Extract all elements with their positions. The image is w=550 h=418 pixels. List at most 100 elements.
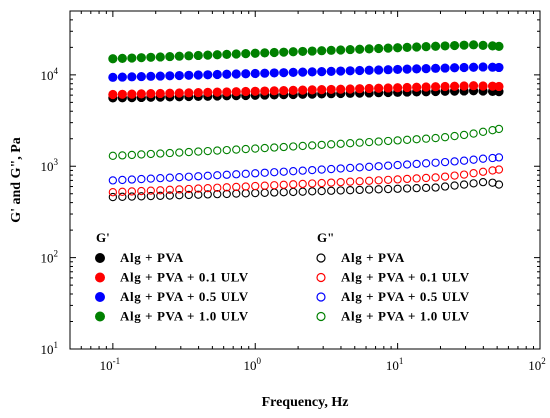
data-point (251, 169, 260, 178)
data-point (431, 133, 440, 143)
data-point (269, 86, 279, 96)
data-point (317, 140, 326, 150)
data-point (412, 42, 422, 52)
data-point (165, 71, 175, 81)
data-point (203, 146, 212, 156)
data-point (336, 45, 346, 55)
data-point (326, 84, 336, 95)
data-point (260, 86, 270, 96)
data-point (156, 149, 165, 158)
data-point (289, 142, 298, 151)
data-point (469, 129, 478, 138)
data-point (450, 157, 459, 166)
data-point (317, 46, 327, 56)
data-point (478, 62, 488, 72)
data-point (440, 157, 450, 167)
data-point (175, 185, 184, 194)
data-point (459, 62, 469, 73)
data-point (317, 66, 327, 77)
data-point (308, 165, 317, 175)
data-point (421, 134, 431, 143)
data-point (440, 81, 450, 92)
data-point (431, 158, 440, 167)
data-point (327, 186, 336, 195)
data-point (222, 49, 232, 59)
data-point (279, 47, 289, 57)
data-point (156, 186, 165, 195)
data-point (430, 41, 441, 51)
data-point (374, 176, 383, 185)
data-point (193, 70, 203, 80)
data-point (213, 183, 222, 192)
data-point (449, 40, 460, 51)
data-point (346, 139, 355, 148)
data-point (355, 185, 364, 195)
data-point (203, 50, 213, 60)
data-point (346, 163, 355, 173)
data-point (308, 179, 317, 188)
data-point (165, 185, 174, 194)
data-point (421, 64, 431, 74)
data-point (393, 64, 403, 75)
data-point (298, 141, 307, 151)
data-point (421, 82, 431, 92)
data-point (336, 186, 345, 195)
data-point (308, 141, 317, 150)
data-point (449, 81, 460, 91)
y-tick-label: 103 (41, 157, 59, 174)
data-point (156, 173, 165, 183)
data-point (260, 48, 270, 58)
data-point (137, 186, 146, 196)
data-point (393, 43, 403, 53)
data-point (269, 47, 279, 58)
data-point (478, 167, 488, 176)
data-point (165, 148, 174, 158)
data-point (402, 64, 412, 74)
series-storage-0000ff (108, 62, 504, 82)
data-point (402, 174, 412, 184)
data-point (374, 65, 384, 75)
data-point (193, 50, 203, 61)
data-point (270, 188, 279, 197)
data-point (468, 62, 479, 72)
data-point (184, 190, 193, 200)
data-point (203, 70, 213, 80)
x-tick-labels: 10-1 100 101 102 (100, 356, 546, 373)
data-point (279, 142, 288, 152)
data-point (393, 184, 402, 193)
data-point (232, 182, 241, 192)
x-tick-label: 102 (528, 356, 546, 373)
data-point (364, 185, 374, 194)
data-point (494, 62, 504, 73)
data-point (251, 144, 260, 153)
data-point (279, 68, 289, 78)
data-point (146, 174, 155, 183)
data-point (469, 169, 478, 178)
data-point (374, 137, 383, 146)
data-point (383, 136, 393, 146)
data-point (355, 84, 365, 94)
legend-label: Alg + PVA (341, 250, 405, 265)
legend-marker (316, 311, 326, 322)
data-point (459, 40, 469, 50)
data-point (488, 126, 497, 135)
data-point (412, 183, 421, 193)
x-tick-label: 100 (243, 356, 261, 373)
data-point (478, 40, 488, 50)
data-points (108, 40, 504, 202)
data-point (326, 66, 336, 76)
data-point (260, 181, 269, 190)
data-point (279, 188, 288, 197)
data-point (421, 42, 431, 52)
data-point (184, 88, 194, 98)
data-point (279, 85, 289, 96)
data-point (430, 82, 441, 92)
data-point (270, 181, 279, 190)
data-point (231, 49, 241, 59)
data-point (165, 51, 175, 62)
data-point (402, 135, 412, 144)
data-point (194, 147, 203, 156)
data-point (193, 87, 203, 98)
data-point (108, 89, 118, 100)
